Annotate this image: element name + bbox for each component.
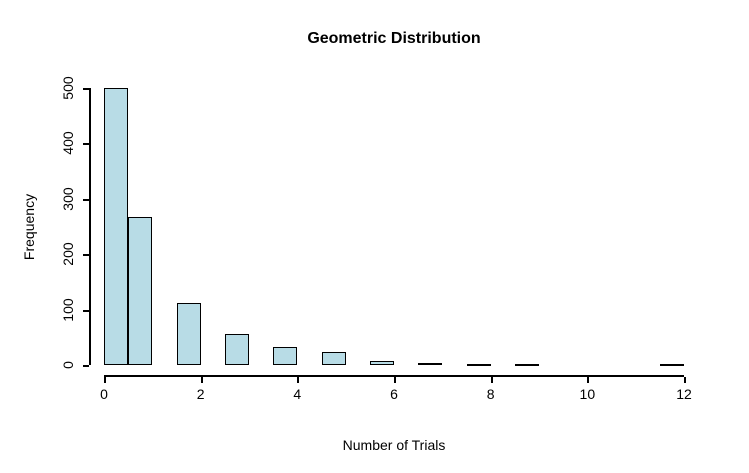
histogram-bar — [466, 363, 491, 366]
y-tick-label: 100 — [60, 297, 76, 322]
x-axis-tick — [104, 377, 106, 383]
y-axis-line — [89, 88, 91, 365]
x-tick-label: 2 — [196, 386, 205, 402]
histogram-bar — [418, 362, 443, 365]
histogram-bar — [104, 88, 129, 365]
y-axis-tick — [83, 88, 89, 90]
y-tick-label: 500 — [60, 76, 76, 100]
x-axis-tick — [490, 377, 493, 383]
y-axis-tick — [83, 254, 89, 257]
histogram-bar — [514, 363, 539, 366]
histogram-bar — [128, 216, 153, 365]
histogram-bar — [273, 347, 298, 365]
y-axis-tick — [83, 198, 89, 201]
x-axis-tick — [297, 377, 300, 383]
x-tick-label: 4 — [293, 386, 302, 402]
x-axis-line — [104, 375, 684, 377]
y-axis-tick — [83, 365, 89, 367]
x-axis-label: Number of Trials — [342, 437, 446, 453]
y-tick-label: 0 — [60, 361, 76, 369]
y-tick-label: 400 — [60, 131, 76, 156]
y-tick-label: 300 — [60, 187, 76, 211]
x-tick-label: 10 — [579, 386, 596, 402]
x-tick-label: 12 — [676, 386, 692, 402]
histogram-bar — [224, 333, 249, 365]
histogram-bar — [369, 361, 394, 365]
histogram-bar — [659, 363, 684, 366]
x-axis-tick — [684, 377, 686, 383]
x-tick-label: 6 — [390, 386, 398, 402]
y-tick-label: 200 — [60, 242, 76, 266]
x-tick-label: 8 — [486, 386, 495, 402]
x-tick-label: 0 — [100, 386, 108, 402]
x-axis-tick — [587, 377, 590, 383]
y-axis-tick — [83, 143, 89, 146]
histogram-bar — [176, 302, 201, 365]
histogram-bar — [321, 352, 346, 365]
x-axis-tick — [200, 377, 203, 383]
chart-title: Geometric Distribution — [307, 30, 481, 47]
x-axis-tick — [394, 377, 396, 383]
y-axis-tick — [83, 309, 89, 312]
